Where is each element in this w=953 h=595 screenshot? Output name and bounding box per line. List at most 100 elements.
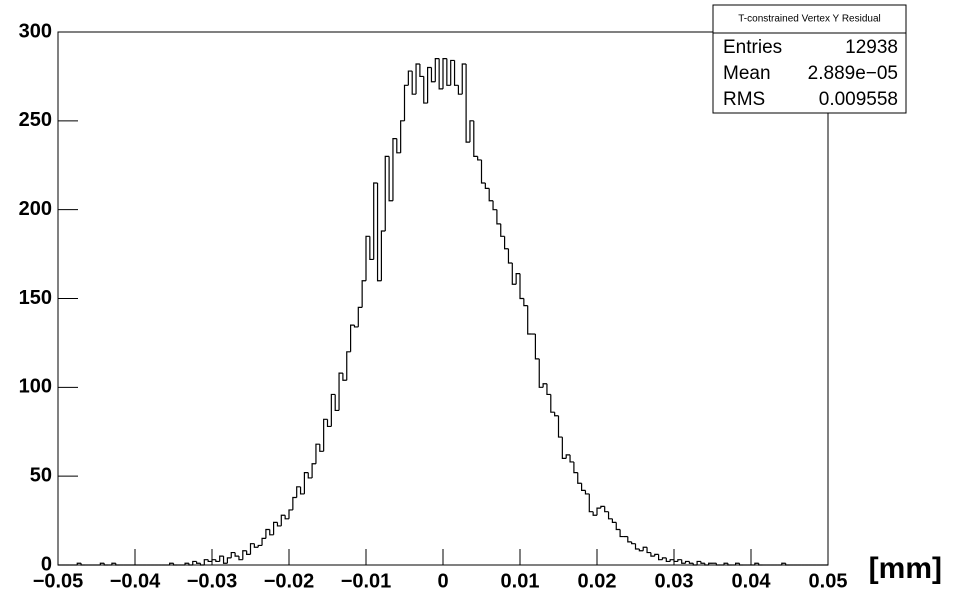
- histogram-bin: [365, 235, 370, 281]
- stats-label: RMS: [723, 89, 765, 110]
- histogram-bin: [376, 183, 382, 282]
- histogram-bin: [303, 472, 309, 494]
- histogram-bin: [434, 58, 440, 82]
- histogram-bin: [230, 551, 236, 558]
- histogram-bin: [430, 67, 436, 83]
- histogram-bin: [353, 325, 359, 328]
- histogram-bin: [554, 412, 559, 417]
- histogram-bin: [380, 230, 386, 281]
- histogram-bin: [700, 561, 705, 564]
- histogram-bin: [76, 562, 82, 565]
- histogram-bin: [350, 324, 355, 352]
- stats-value: 2.889e−05: [808, 63, 898, 84]
- histogram-bin: [172, 563, 178, 566]
- x-tick-label: 0.05: [809, 570, 848, 592]
- histogram-bin: [265, 528, 270, 539]
- histogram-bin: [496, 209, 501, 225]
- stats-value: 12938: [845, 37, 898, 58]
- histogram-bin: [111, 562, 116, 565]
- histogram-bin: [334, 394, 340, 412]
- y-tick-label: 150: [19, 287, 52, 309]
- histogram-bin: [442, 58, 447, 89]
- histogram-bin: [396, 138, 401, 154]
- histogram-bin: [388, 156, 393, 202]
- histogram-bin: [550, 394, 555, 413]
- histogram-bin: [219, 555, 224, 562]
- x-tick-label: −0.01: [341, 570, 392, 592]
- histogram-bin: [246, 550, 251, 555]
- histogram-bin: [319, 444, 324, 452]
- histogram-bin: [276, 522, 282, 527]
- histogram-bin: [427, 66, 432, 104]
- histogram-bin: [307, 472, 313, 479]
- histogram-bin: [253, 543, 259, 548]
- histogram-bin: [754, 562, 759, 565]
- histogram-bin: [338, 372, 343, 411]
- histogram-bin: [249, 543, 255, 555]
- histogram-bin: [615, 522, 621, 531]
- histogram-bin: [538, 358, 544, 388]
- x-tick-label: −0.05: [33, 570, 84, 592]
- x-tick-label: 0.02: [578, 570, 617, 592]
- histogram-bin: [261, 537, 266, 546]
- histogram-bin: [619, 529, 624, 538]
- histogram-bin: [484, 183, 490, 189]
- histogram-bin: [292, 496, 297, 510]
- histogram-bin: [504, 236, 509, 250]
- histogram-bin: [315, 443, 320, 464]
- histogram-bin: [704, 563, 709, 566]
- stats-title: T-constrained Vertex Y Residual: [738, 14, 881, 25]
- stats-label: Mean: [723, 63, 771, 84]
- histogram-bin: [419, 63, 424, 78]
- histogram-bin: [184, 562, 189, 565]
- histogram-bin: [269, 529, 274, 536]
- histogram-bin: [473, 120, 478, 157]
- histogram-bin: [373, 182, 378, 260]
- histogram-bin: [573, 461, 578, 474]
- histogram-bin: [392, 138, 397, 201]
- histogram-bin: [323, 418, 328, 452]
- histogram-bin: [661, 557, 667, 560]
- histogram-bin: [631, 541, 636, 545]
- histogram-bin: [215, 559, 220, 563]
- histogram-bin: [80, 563, 85, 566]
- histogram-bin: [203, 559, 209, 565]
- histogram-bin: [273, 521, 278, 535]
- histogram-bin: [727, 563, 732, 566]
- histogram-bin: [681, 559, 686, 564]
- histogram-bin: [403, 84, 409, 121]
- histogram-bin: [684, 560, 690, 564]
- histogram-bin: [561, 437, 567, 459]
- histogram-bin: [515, 273, 520, 285]
- histogram-bin: [708, 562, 713, 565]
- histogram-bin: [115, 563, 120, 566]
- histogram-bin: [692, 563, 698, 566]
- histogram-bin: [738, 563, 744, 566]
- histogram-bin: [627, 536, 632, 543]
- histogram-bin: [542, 383, 547, 388]
- y-tick-label: 50: [30, 464, 52, 486]
- histogram-bin: [584, 490, 590, 495]
- histogram-bin: [511, 262, 517, 285]
- histogram-bin: [196, 561, 201, 564]
- histogram-bin: [357, 306, 363, 327]
- histogram-bin: [634, 543, 640, 550]
- histogram-bin: [785, 563, 790, 566]
- histogram-bin: [596, 507, 601, 516]
- histogram-bin: [638, 549, 644, 552]
- histogram-bin: [477, 156, 482, 161]
- histogram-bin: [457, 85, 463, 95]
- histogram-bin: [222, 556, 228, 564]
- histogram-bin: [242, 550, 247, 560]
- x-tick-label: 0.04: [732, 570, 772, 592]
- histogram-bin: [369, 236, 374, 261]
- histogram-bin: [507, 248, 513, 264]
- histogram-bin: [546, 383, 551, 396]
- histogram-bin: [527, 305, 532, 335]
- histogram-bin: [642, 546, 648, 551]
- histogram-bin: [384, 155, 390, 231]
- histogram-bin: [654, 553, 659, 557]
- histogram-bin: [407, 70, 413, 86]
- histogram-bin: [400, 120, 405, 153]
